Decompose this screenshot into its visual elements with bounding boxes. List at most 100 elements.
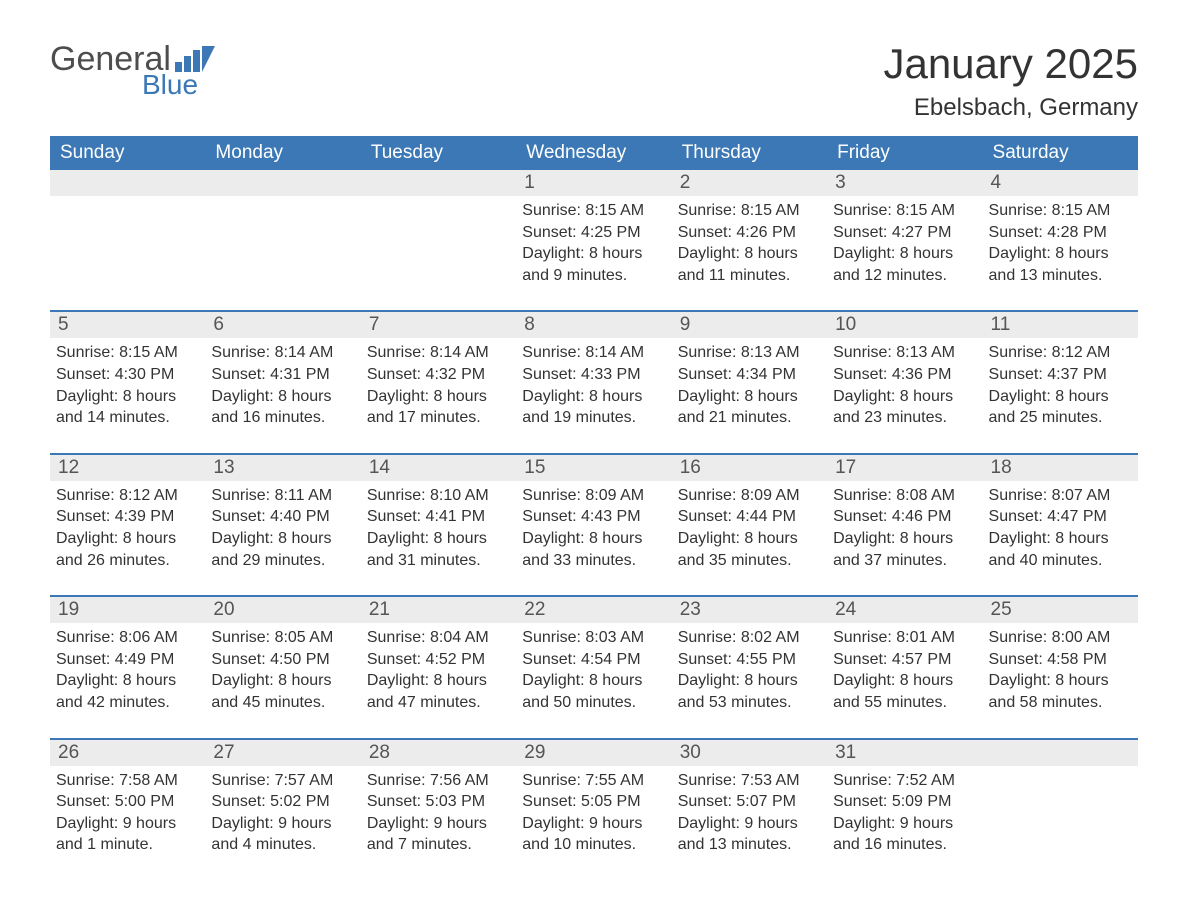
day-body: Sunrise: 8:09 AMSunset: 4:44 PMDaylight:… (678, 485, 821, 571)
day-number: 1 (516, 170, 671, 196)
day-number: 31 (827, 740, 982, 766)
day-number: 24 (827, 597, 982, 623)
day-cell: 24Sunrise: 8:01 AMSunset: 4:57 PMDayligh… (827, 597, 982, 719)
month-title: January 2025 (883, 40, 1138, 88)
day-cell: 25Sunrise: 8:00 AMSunset: 4:58 PMDayligh… (983, 597, 1138, 719)
day-body: Sunrise: 8:03 AMSunset: 4:54 PMDaylight:… (522, 627, 665, 713)
day-day1: Daylight: 8 hours (56, 670, 199, 692)
top-bar: General Blue January 2025 Ebelsbach, Ger… (50, 40, 1138, 122)
day-day1: Daylight: 9 hours (211, 813, 354, 835)
day-sunset: Sunset: 5:09 PM (833, 791, 976, 813)
day-day2: and 14 minutes. (56, 407, 199, 429)
day-day2: and 25 minutes. (989, 407, 1132, 429)
day-number: 26 (50, 740, 205, 766)
day-sunrise: Sunrise: 8:14 AM (211, 342, 354, 364)
day-sunset: Sunset: 4:46 PM (833, 506, 976, 528)
day-sunset: Sunset: 4:55 PM (678, 649, 821, 671)
day-sunset: Sunset: 4:50 PM (211, 649, 354, 671)
day-number (50, 170, 205, 196)
day-sunset: Sunset: 4:31 PM (211, 364, 354, 386)
day-day1: Daylight: 8 hours (522, 386, 665, 408)
day-number: 8 (516, 312, 671, 338)
day-cell: 10Sunrise: 8:13 AMSunset: 4:36 PMDayligh… (827, 312, 982, 434)
week-row: 26 Sunrise: 7:58 AMSunset: 5:00 PMDayligh… (50, 738, 1138, 862)
day-sunset: Sunset: 4:47 PM (989, 506, 1132, 528)
day-sunrise: Sunrise: 8:07 AM (989, 485, 1132, 507)
day-number: 23 (672, 597, 827, 623)
day-cell: 16Sunrise: 8:09 AMSunset: 4:44 PMDayligh… (672, 455, 827, 577)
day-sunrise: Sunrise: 8:15 AM (678, 200, 821, 222)
day-sunset: Sunset: 4:25 PM (522, 222, 665, 244)
day-day2: and 33 minutes. (522, 550, 665, 572)
day-day1: Daylight: 8 hours (367, 670, 510, 692)
day-cell (361, 170, 516, 292)
day-cell: 26 Sunrise: 7:58 AMSunset: 5:00 PMDayligh… (50, 740, 205, 862)
day-day1: Daylight: 8 hours (367, 528, 510, 550)
week-row: 19Sunrise: 8:06 AMSunset: 4:49 PMDayligh… (50, 595, 1138, 719)
day-sunset: Sunset: 4:54 PM (522, 649, 665, 671)
day-body: Sunrise: 8:13 AMSunset: 4:36 PMDaylight:… (833, 342, 976, 428)
day-sunrise: Sunrise: 7:55 AM (522, 770, 665, 792)
day-sunrise: Sunrise: 8:06 AM (56, 627, 199, 649)
day-number: 30 (672, 740, 827, 766)
day-body: Sunrise: 7:57 AMSunset: 5:02 PMDaylight:… (211, 770, 354, 856)
day-cell: 5Sunrise: 8:15 AMSunset: 4:30 PMDaylight… (50, 312, 205, 434)
day-day1: Daylight: 8 hours (833, 386, 976, 408)
day-body: Sunrise: 8:07 AMSunset: 4:47 PMDaylight:… (989, 485, 1132, 571)
day-number: 3 (827, 170, 982, 196)
day-day1: Daylight: 8 hours (678, 386, 821, 408)
day-cell: 30Sunrise: 7:53 AMSunset: 5:07 PMDayligh… (672, 740, 827, 862)
day-cell: 23Sunrise: 8:02 AMSunset: 4:55 PMDayligh… (672, 597, 827, 719)
day-sunset: Sunset: 4:30 PM (56, 364, 199, 386)
day-number: 2 (672, 170, 827, 196)
day-body: Sunrise: 7:58 AMSunset: 5:00 PMDaylight:… (56, 770, 199, 856)
day-sunrise: Sunrise: 8:13 AM (678, 342, 821, 364)
day-sunrise: Sunrise: 8:08 AM (833, 485, 976, 507)
day-sunrise: Sunrise: 8:12 AM (989, 342, 1132, 364)
day-sunrise: Sunrise: 8:05 AM (211, 627, 354, 649)
day-day2: and 42 minutes. (56, 692, 199, 714)
day-body: Sunrise: 8:06 AMSunset: 4:49 PMDaylight:… (56, 627, 199, 713)
day-sunrise: Sunrise: 7:57 AM (211, 770, 354, 792)
title-block: January 2025 Ebelsbach, Germany (883, 40, 1138, 122)
week-row: 5Sunrise: 8:15 AMSunset: 4:30 PMDaylight… (50, 310, 1138, 434)
day-cell: 27Sunrise: 7:57 AMSunset: 5:02 PMDayligh… (205, 740, 360, 862)
day-day2: and 13 minutes. (989, 265, 1132, 287)
day-day2: and 13 minutes. (678, 834, 821, 856)
day-sunrise: Sunrise: 8:14 AM (522, 342, 665, 364)
day-sunset: Sunset: 5:05 PM (522, 791, 665, 813)
day-number: 17 (827, 455, 982, 481)
day-cell: 19Sunrise: 8:06 AMSunset: 4:49 PMDayligh… (50, 597, 205, 719)
day-cell: 11Sunrise: 8:12 AMSunset: 4:37 PMDayligh… (983, 312, 1138, 434)
calendar: SundayMondayTuesdayWednesdayThursdayFrid… (50, 136, 1138, 862)
day-day1: Daylight: 8 hours (989, 243, 1132, 265)
day-day1: Daylight: 8 hours (989, 670, 1132, 692)
day-day2: and 31 minutes. (367, 550, 510, 572)
day-body: Sunrise: 8:14 AMSunset: 4:31 PMDaylight:… (211, 342, 354, 428)
day-day2: and 17 minutes. (367, 407, 510, 429)
day-sunset: Sunset: 4:39 PM (56, 506, 199, 528)
weekday-header: Tuesday (361, 136, 516, 170)
weekday-header: Friday (827, 136, 982, 170)
day-sunset: Sunset: 4:32 PM (367, 364, 510, 386)
day-sunrise: Sunrise: 8:15 AM (833, 200, 976, 222)
day-sunrise: Sunrise: 8:04 AM (367, 627, 510, 649)
day-day2: and 29 minutes. (211, 550, 354, 572)
day-cell: 2Sunrise: 8:15 AMSunset: 4:26 PMDaylight… (672, 170, 827, 292)
day-sunrise: Sunrise: 8:15 AM (522, 200, 665, 222)
day-cell: 15Sunrise: 8:09 AMSunset: 4:43 PMDayligh… (516, 455, 671, 577)
day-cell: 22Sunrise: 8:03 AMSunset: 4:54 PMDayligh… (516, 597, 671, 719)
day-day2: and 37 minutes. (833, 550, 976, 572)
day-number: 4 (983, 170, 1138, 196)
day-day2: and 1 minute. (56, 834, 199, 856)
day-cell: 3Sunrise: 8:15 AMSunset: 4:27 PMDaylight… (827, 170, 982, 292)
day-day1: Daylight: 8 hours (211, 528, 354, 550)
day-day2: and 35 minutes. (678, 550, 821, 572)
day-day1: Daylight: 8 hours (56, 386, 199, 408)
day-sunset: Sunset: 4:43 PM (522, 506, 665, 528)
day-sunrise: Sunrise: 8:02 AM (678, 627, 821, 649)
day-day2: and 21 minutes. (678, 407, 821, 429)
day-day2: and 53 minutes. (678, 692, 821, 714)
day-number: 13 (205, 455, 360, 481)
day-number: 7 (361, 312, 516, 338)
